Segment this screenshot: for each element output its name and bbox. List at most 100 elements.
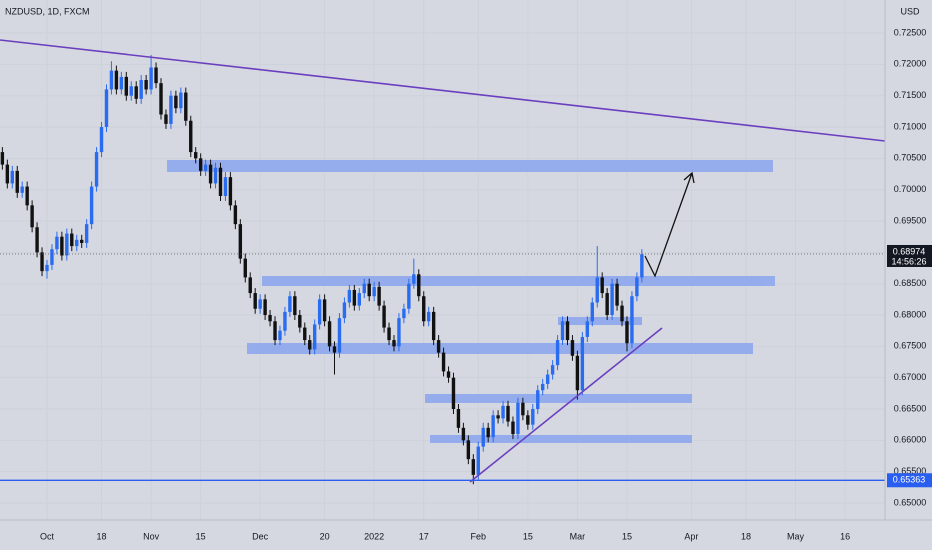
candle-body [550,365,555,375]
y-tick-label: 0.66000 [894,435,927,445]
x-tick-label: Apr [684,531,698,541]
overlay [0,253,885,481]
zone [167,160,773,172]
candle-body [541,383,545,391]
candle-body [303,327,307,341]
candle-body [15,170,19,193]
candle-body [402,308,406,319]
x-tick-label: Dec [252,531,269,541]
candle-body [278,330,282,341]
arrow [644,171,695,278]
candle-body [352,289,357,306]
candle-body [248,277,252,294]
candle-body [511,421,515,435]
candle-body [407,283,411,309]
candle-body [397,318,401,347]
candle-body [615,283,619,306]
trendline [469,327,663,483]
candle-body [159,83,163,115]
candle-body [198,158,203,171]
candle-body [327,321,332,347]
y-tick-label: 0.66500 [894,403,927,413]
candle-body [109,70,114,90]
x-tick-label: 20 [320,531,330,541]
candle-body [119,76,124,90]
candle-body [10,170,14,184]
candle-body [640,254,644,278]
candle-body [531,409,535,425]
candle-body [228,177,233,206]
x-tick-label: 18 [741,531,751,541]
y-tick-label: 0.70500 [894,153,927,163]
candle-body [620,305,624,322]
grid [0,0,885,520]
candle-body [600,277,604,294]
candle-body [134,86,138,99]
candle-body [605,293,609,316]
candle-body [169,95,173,124]
candle-body [491,415,495,438]
candle-body [342,302,347,319]
x-tick-label: 17 [419,531,429,541]
candle-body [0,152,5,165]
candle-body [70,233,74,247]
x-tick-label: Mar [570,531,586,541]
candle-body [94,152,99,187]
zone [262,276,775,286]
chart-title: NZDUSD, 1D, FXCM [5,6,90,16]
candle-body [238,224,243,259]
candle-body [322,299,327,322]
candle-body [213,167,218,184]
y-tick-label: 0.65000 [894,497,927,507]
zone [430,435,692,443]
candle-body [635,277,639,297]
candle-body [625,321,629,344]
candle-body [466,440,471,460]
candle-body [79,239,84,243]
candle-body [441,352,446,372]
candle-body [387,327,391,341]
candle-body [560,321,565,341]
candle-body [610,283,614,316]
candle-body [40,252,44,272]
candle-body [501,405,505,419]
candle-body [545,374,550,384]
candle-body [357,293,361,306]
x-tick-label: May [787,531,805,541]
candle-body [139,80,143,99]
candle-body [273,321,277,341]
x-tick-label: Feb [471,531,487,541]
x-tick-label: 2022 [364,531,384,541]
last-price-box [887,244,932,267]
y-unit: USD [900,6,920,16]
x-tick-label: 15 [622,531,632,541]
y-tick-label: 0.65500 [894,466,927,476]
candle-body [496,415,500,419]
y-tick-label: 0.67000 [894,372,927,382]
candle-body [481,427,485,447]
candle-body [194,152,198,159]
candle-body [317,299,322,325]
x-tick-label: Nov [143,531,160,541]
candle-body [243,258,247,278]
trendline [0,39,886,142]
candle-body [233,205,238,225]
candle-body [536,390,540,410]
countdown-label: 14:56:26 [891,256,926,266]
y-tick-label: 0.72500 [894,27,927,37]
candle-body [129,86,133,96]
candle-body [99,127,104,153]
candle-body [521,402,525,416]
candle-body [332,346,337,353]
candle-body [124,76,129,96]
candle-body [347,289,352,303]
candle-body [253,293,257,309]
candle-body [451,377,456,410]
candle-body [5,164,10,184]
candle-body [417,274,421,297]
candle-body [476,446,480,475]
zones [167,160,775,443]
